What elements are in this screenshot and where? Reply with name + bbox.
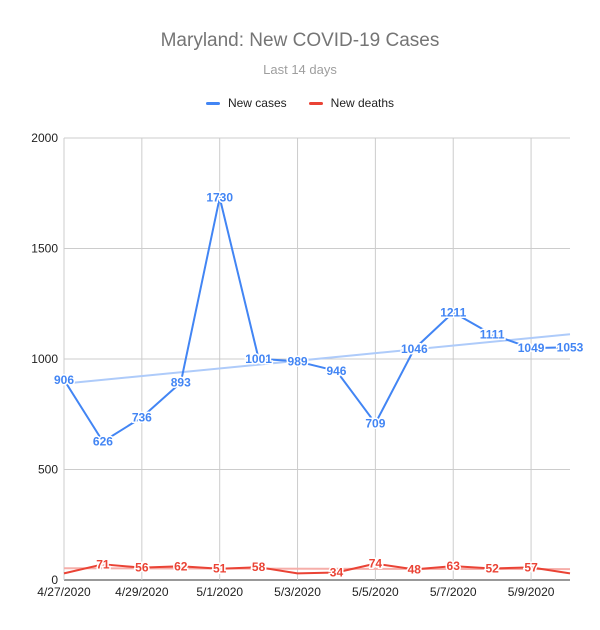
y-tick-label: 0: [51, 573, 58, 587]
trendline-new-cases: [63, 333, 571, 385]
x-tick-label: 5/9/2020: [508, 585, 555, 599]
data-label-new-deaths: 58: [252, 560, 266, 574]
data-label-new-cases: 989: [288, 354, 308, 368]
data-label-new-deaths: 71: [96, 557, 110, 571]
data-label-new-cases: 1049: [518, 341, 545, 355]
series-line-new-cases: [63, 196, 571, 443]
y-tick-label: 2000: [31, 131, 58, 145]
legend-item-new-deaths: New deaths: [308, 96, 395, 110]
x-tick-label: 4/29/2020: [115, 585, 169, 599]
x-tick-label: 5/5/2020: [352, 585, 399, 599]
x-tick-label: 5/1/2020: [196, 585, 243, 599]
data-label-new-deaths: 48: [408, 562, 422, 576]
data-label-new-cases: 709: [365, 416, 385, 430]
x-tick-label: 4/27/2020: [37, 585, 91, 599]
data-label-new-cases: 736: [132, 410, 152, 424]
legend-swatch-new-deaths: [308, 101, 323, 105]
data-label-new-cases: 1211: [440, 305, 466, 319]
chart-legend: New cases New deaths: [0, 96, 600, 110]
chart-title: Maryland: New COVID-19 Cases: [160, 30, 440, 51]
data-label-new-deaths: 74: [369, 557, 383, 571]
data-label-new-cases: 1730: [206, 191, 233, 205]
legend-item-new-cases: New cases: [205, 96, 287, 110]
data-label-new-cases: 1053: [557, 340, 584, 354]
y-tick-label: 1500: [31, 242, 58, 256]
y-tick-label: 500: [38, 463, 58, 477]
data-label-new-deaths: 34: [330, 565, 344, 579]
data-label-new-deaths: 56: [135, 561, 149, 575]
data-label-new-cases: 1001: [245, 352, 272, 366]
legend-swatch-new-cases: [205, 101, 220, 105]
y-tick-label: 1000: [31, 352, 58, 366]
data-label-new-cases: 1111: [480, 327, 505, 341]
series-line-new-deaths: [63, 562, 571, 575]
data-label-new-cases: 946: [326, 364, 346, 378]
data-label-new-cases: 893: [171, 376, 191, 390]
x-tick-label: 5/3/2020: [274, 585, 321, 599]
chart-subtitle: Last 14 days: [263, 62, 337, 77]
data-label-new-cases: 906: [54, 373, 74, 387]
data-label-new-deaths: 62: [174, 559, 188, 573]
data-label-new-deaths: 51: [213, 562, 227, 576]
data-label-new-cases: 626: [93, 435, 113, 449]
data-label-new-cases: 1046: [401, 342, 428, 356]
data-label-new-deaths: 57: [524, 560, 538, 574]
legend-label-new-deaths: New deaths: [330, 96, 395, 110]
legend-label-new-cases: New cases: [227, 96, 287, 110]
data-label-new-deaths: 63: [447, 559, 461, 573]
data-label-new-deaths: 52: [485, 562, 499, 576]
x-tick-label: 5/7/2020: [430, 585, 477, 599]
